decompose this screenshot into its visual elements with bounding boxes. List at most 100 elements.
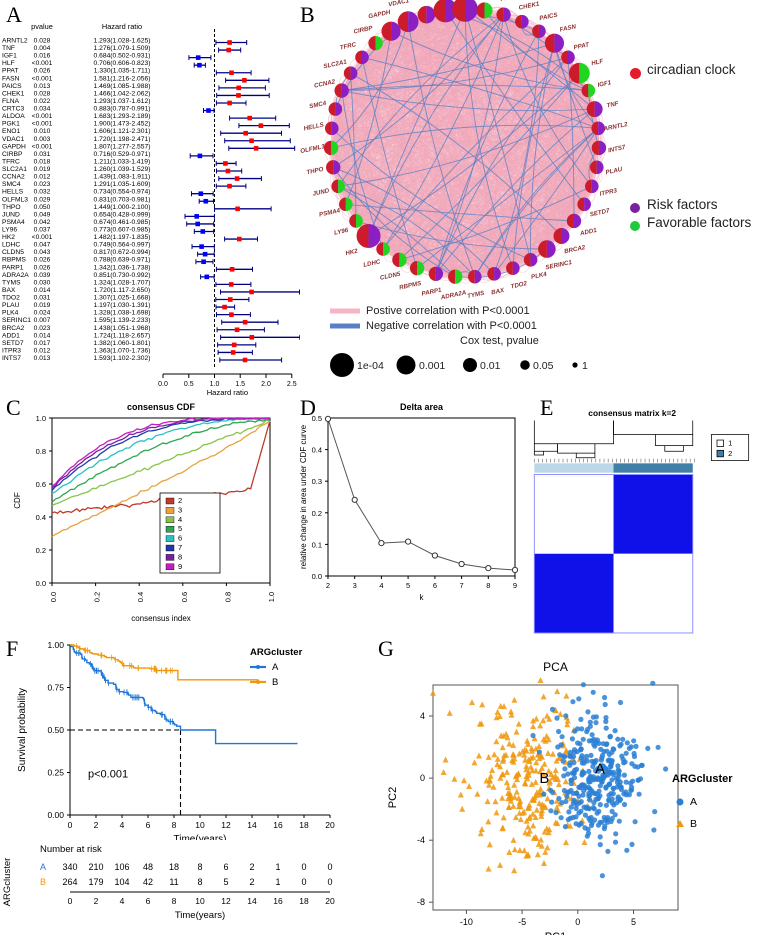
svg-text:JUND: JUND <box>312 187 330 197</box>
svg-text:0.026: 0.026 <box>34 68 51 75</box>
svg-text:1.5: 1.5 <box>235 381 245 388</box>
svg-text:ENO1: ENO1 <box>411 0 429 1</box>
svg-text:0.037: 0.037 <box>34 226 51 233</box>
svg-text:SERINC1: SERINC1 <box>545 259 573 272</box>
svg-text:CRTC3: CRTC3 <box>2 106 24 113</box>
svg-text:0: 0 <box>420 773 425 783</box>
svg-text:1.276(1.079-1.509): 1.276(1.079-1.509) <box>94 45 151 52</box>
svg-text:<0.001: <0.001 <box>32 234 53 241</box>
svg-text:2: 2 <box>326 581 330 590</box>
svg-text:1.197(1.030-1.391): 1.197(1.030-1.391) <box>94 302 151 309</box>
svg-text:0.75: 0.75 <box>47 683 64 693</box>
svg-text:-10: -10 <box>460 917 473 927</box>
svg-text:0.684(0.502-0.931): 0.684(0.502-0.931) <box>94 53 151 60</box>
svg-text:0.028: 0.028 <box>34 90 51 97</box>
svg-text:0: 0 <box>327 877 332 887</box>
svg-text:3: 3 <box>178 505 182 514</box>
svg-text:A: A <box>272 662 279 673</box>
svg-text:1.595(1.139-2.233): 1.595(1.139-2.233) <box>94 317 151 324</box>
svg-text:SMC4: SMC4 <box>2 181 21 188</box>
svg-text:1.720(1.198-2.471): 1.720(1.198-2.471) <box>94 136 151 143</box>
svg-text:0.8: 0.8 <box>36 447 46 456</box>
svg-text:6: 6 <box>223 862 228 872</box>
svg-text:Time(years): Time(years) <box>175 910 225 921</box>
svg-text:OLFML3: OLFML3 <box>300 143 326 155</box>
svg-text:ADD1: ADD1 <box>579 227 598 238</box>
svg-text:0.734(0.554-0.974): 0.734(0.554-0.974) <box>94 189 151 196</box>
svg-text:1.606(1.121-2.301): 1.606(1.121-2.301) <box>94 128 151 135</box>
svg-text:0.047: 0.047 <box>34 242 51 249</box>
svg-text:18: 18 <box>299 820 309 830</box>
svg-text:ADD1: ADD1 <box>2 332 20 339</box>
svg-text:1.439(1.083-1.911): 1.439(1.083-1.911) <box>94 174 150 181</box>
svg-text:0.4: 0.4 <box>312 446 322 455</box>
svg-text:CHEK1: CHEK1 <box>518 0 541 11</box>
svg-text:5: 5 <box>178 524 182 533</box>
svg-text:1: 1 <box>275 877 280 887</box>
svg-text:0.00: 0.00 <box>47 810 64 820</box>
svg-text:0.014: 0.014 <box>34 287 51 294</box>
svg-text:PARP1: PARP1 <box>421 286 443 297</box>
svg-text:2: 2 <box>94 896 99 906</box>
svg-text:0.0: 0.0 <box>36 579 46 588</box>
svg-text:48: 48 <box>143 862 153 872</box>
svg-text:4: 4 <box>120 896 125 906</box>
svg-text:0.026: 0.026 <box>34 264 51 271</box>
svg-text:TFRC: TFRC <box>339 41 357 51</box>
svg-text:<0.001: <0.001 <box>32 60 53 67</box>
svg-text:0.749(0.564-0.997): 0.749(0.564-0.997) <box>94 242 151 249</box>
svg-text:0: 0 <box>301 862 306 872</box>
svg-text:CDF: CDF <box>13 492 22 509</box>
svg-text:0.014: 0.014 <box>34 332 51 339</box>
svg-text:8: 8 <box>197 877 202 887</box>
svg-text:B: B <box>539 770 549 787</box>
svg-text:FASN: FASN <box>2 75 20 82</box>
svg-text:BRCA2: BRCA2 <box>2 325 25 332</box>
svg-text:4: 4 <box>178 515 182 524</box>
svg-text:104: 104 <box>114 877 129 887</box>
svg-text:TDO2: TDO2 <box>2 295 20 302</box>
svg-text:2: 2 <box>178 496 182 505</box>
svg-text:0.029: 0.029 <box>34 196 51 203</box>
svg-text:ITPR3: ITPR3 <box>2 347 21 354</box>
svg-text:consensus CDF: consensus CDF <box>127 402 196 412</box>
svg-text:INTS7: INTS7 <box>607 144 626 155</box>
svg-text:9: 9 <box>178 562 182 571</box>
svg-text:1: 1 <box>275 862 280 872</box>
svg-text:PLK4: PLK4 <box>2 310 19 317</box>
svg-text:0.003: 0.003 <box>34 136 51 143</box>
svg-text:ARNTL2: ARNTL2 <box>2 38 28 45</box>
svg-text:0.031: 0.031 <box>34 295 51 302</box>
svg-text:IGF1: IGF1 <box>2 53 17 60</box>
svg-text:0.817(0.672-0.994): 0.817(0.672-0.994) <box>94 249 151 256</box>
svg-text:PC2: PC2 <box>387 787 399 808</box>
svg-text:0.773(0.607-0.985): 0.773(0.607-0.985) <box>94 226 151 233</box>
svg-text:2: 2 <box>249 877 254 887</box>
svg-text:3: 3 <box>353 581 357 590</box>
svg-text:ARGcluster: ARGcluster <box>2 858 13 907</box>
svg-text:106: 106 <box>114 862 129 872</box>
svg-text:RBPMS: RBPMS <box>2 257 26 264</box>
svg-text:IGF1: IGF1 <box>597 79 612 89</box>
svg-text:0.028: 0.028 <box>34 38 51 45</box>
svg-text:6: 6 <box>178 534 182 543</box>
svg-text:OLFML3: OLFML3 <box>2 196 28 203</box>
svg-text:TNF: TNF <box>606 100 619 109</box>
svg-text:1.482(1.197-1.835): 1.482(1.197-1.835) <box>94 234 151 241</box>
svg-text:8: 8 <box>172 820 177 830</box>
svg-text:8: 8 <box>486 581 490 590</box>
svg-text:GAPDH: GAPDH <box>368 9 392 21</box>
svg-text:<0.001: <0.001 <box>32 143 53 150</box>
svg-text:0.5: 0.5 <box>312 414 322 423</box>
svg-text:0.013: 0.013 <box>34 355 51 362</box>
svg-text:PAICS: PAICS <box>539 11 559 22</box>
svg-text:1.293(1.037-1.612): 1.293(1.037-1.612) <box>94 98 151 105</box>
svg-text:FLNA: FLNA <box>500 0 518 3</box>
svg-text:0.0: 0.0 <box>158 381 168 388</box>
svg-text:TYMS: TYMS <box>467 290 486 301</box>
svg-text:SMC4: SMC4 <box>309 100 328 111</box>
svg-text:THPO: THPO <box>2 204 21 211</box>
svg-text:CCNA2: CCNA2 <box>2 174 25 181</box>
svg-text:264: 264 <box>62 877 77 887</box>
svg-text:pvalue: pvalue <box>31 22 53 31</box>
